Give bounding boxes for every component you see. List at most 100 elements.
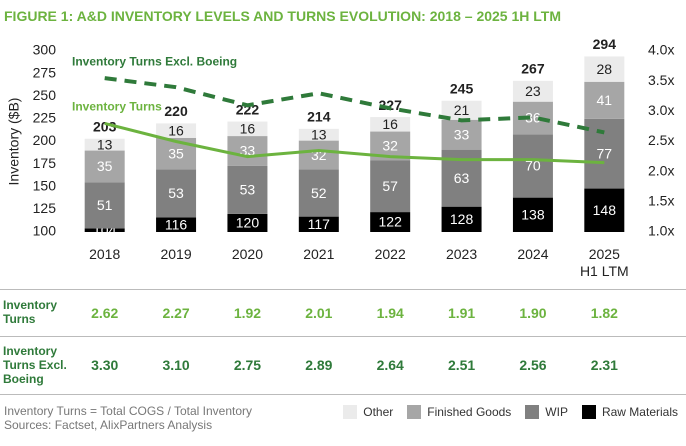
total-label: 220 [164, 103, 188, 119]
legend-swatch [407, 405, 422, 419]
bar-segment [441, 100, 482, 120]
x-tick-label: 2022 [374, 246, 406, 262]
bar-segment [84, 182, 125, 229]
x-tick-label: 2023 [445, 246, 478, 262]
bar-segment-label: 13 [97, 136, 113, 152]
y-tick-label: 275 [33, 64, 57, 80]
footnote: Inventory Turns = Total COGS / Total Inv… [4, 404, 253, 418]
total-label: 203 [93, 118, 117, 134]
y-tick-label: 250 [33, 87, 57, 103]
x-tick-label: 2019 [160, 246, 192, 262]
line-series [104, 76, 605, 135]
bar-segment-label: 16 [240, 121, 256, 137]
line-series [104, 121, 605, 165]
bar-segment-label: 23 [525, 83, 541, 99]
table-rule [0, 336, 686, 337]
table-cell: 3.10 [162, 357, 190, 373]
y2-tick-label: 1.0x [648, 223, 674, 239]
legend-item: Finished Goods [407, 405, 511, 419]
bar-segment-label: 128 [450, 211, 474, 227]
bar-segment-label: 53 [240, 182, 256, 198]
bar-segment [84, 228, 125, 232]
bar-segment [156, 169, 197, 218]
legend-label: Finished Goods [427, 405, 512, 419]
bar-segment [84, 138, 125, 151]
table-cell: 1.90 [519, 305, 547, 321]
bar-segment-label: 16 [168, 122, 184, 138]
table-cell: 2.31 [590, 357, 618, 373]
bar-segment-label: 51 [97, 197, 113, 213]
y-tick-label: 200 [33, 132, 57, 148]
bar-segment-label: 21 [454, 102, 470, 118]
legend-item: Raw Materials [581, 405, 678, 419]
bar-segment [227, 136, 268, 166]
table-cell: 2.51 [447, 357, 476, 373]
table-cell: 1.82 [590, 305, 618, 321]
bar-segment [156, 217, 197, 232]
bar-segment-label: 32 [382, 138, 398, 154]
bar-segment [584, 81, 625, 119]
y2-tick-label: 1.5x [648, 193, 674, 209]
bar-segment-label: 63 [454, 170, 470, 186]
total-label: 294 [593, 36, 617, 52]
y-tick-label: 175 [33, 155, 57, 171]
table-rule [0, 289, 686, 290]
bar-segment [227, 165, 268, 214]
bar-segment-label: 122 [379, 214, 403, 230]
line-label: Inventory Turns [72, 100, 162, 114]
bar-segment-label: 116 [165, 216, 188, 232]
line-label: Inventory Turns Excl. Boeing [72, 54, 237, 68]
table-cell: 2.01 [305, 305, 333, 321]
y2-tick-label: 2.0x [648, 162, 674, 178]
table-cell: 3.30 [91, 357, 119, 373]
bar-segment [584, 188, 625, 232]
bar-segment [512, 134, 553, 198]
y2-tick-label: 2.5x [648, 132, 674, 148]
legend-label: Other [363, 405, 394, 419]
bar-segment-label: 57 [382, 178, 398, 194]
bar-segment-label: 35 [97, 158, 113, 174]
total-label: 245 [450, 80, 474, 96]
bar-segment [441, 119, 482, 150]
y-tick-label: 125 [33, 200, 57, 216]
bar-segment-label: 13 [311, 126, 327, 142]
legend-item: WIP [525, 405, 568, 419]
y-tick-label: 100 [33, 223, 57, 239]
bar-segment [584, 56, 625, 82]
bar-segment [441, 206, 482, 232]
legend-swatch [343, 405, 358, 419]
chart-title: FIGURE 1: A&D INVENTORY LEVELS AND TURNS… [4, 8, 561, 24]
y2-tick-label: 3.5x [648, 72, 674, 88]
bar-segment-label: 70 [525, 158, 541, 174]
x-tick-label: 2018 [89, 246, 121, 262]
total-label: 214 [307, 109, 331, 125]
row-label: Inventory Turns Excl. Boeing [3, 344, 67, 386]
legend: Other Finished Goods WIP Raw Materials [343, 405, 678, 419]
bar-segment [227, 213, 268, 232]
bar-segment [512, 197, 553, 232]
table-cell: 2.56 [519, 357, 547, 373]
bar-segment [156, 123, 197, 138]
y-axis-title: Inventory ($B) [6, 98, 22, 186]
y2-tick-label: 3.0x [648, 102, 674, 118]
table-cell: 1.92 [233, 305, 262, 321]
bar-segment-label: 148 [593, 202, 617, 218]
legend-label: WIP [545, 405, 568, 419]
table-cell: 2.27 [162, 305, 190, 321]
bar-segment-label: 120 [236, 215, 260, 231]
bar-segment-label: 36 [525, 110, 541, 126]
bar-segment-label: 28 [597, 61, 613, 77]
bar-segment-label: 16 [382, 116, 398, 132]
x-tick-label: 2021 [303, 246, 335, 262]
table-cell: 1.91 [447, 305, 476, 321]
legend-label: Raw Materials [601, 405, 678, 419]
bar-segment [298, 216, 339, 232]
bar-segment [512, 80, 553, 102]
legend-swatch [525, 405, 540, 419]
bar-segment-label: 41 [597, 92, 613, 108]
bar-segment [370, 160, 411, 213]
table-cell: 2.62 [91, 305, 119, 321]
bar-segment-label: 77 [597, 145, 613, 161]
bar-segment [298, 140, 339, 170]
